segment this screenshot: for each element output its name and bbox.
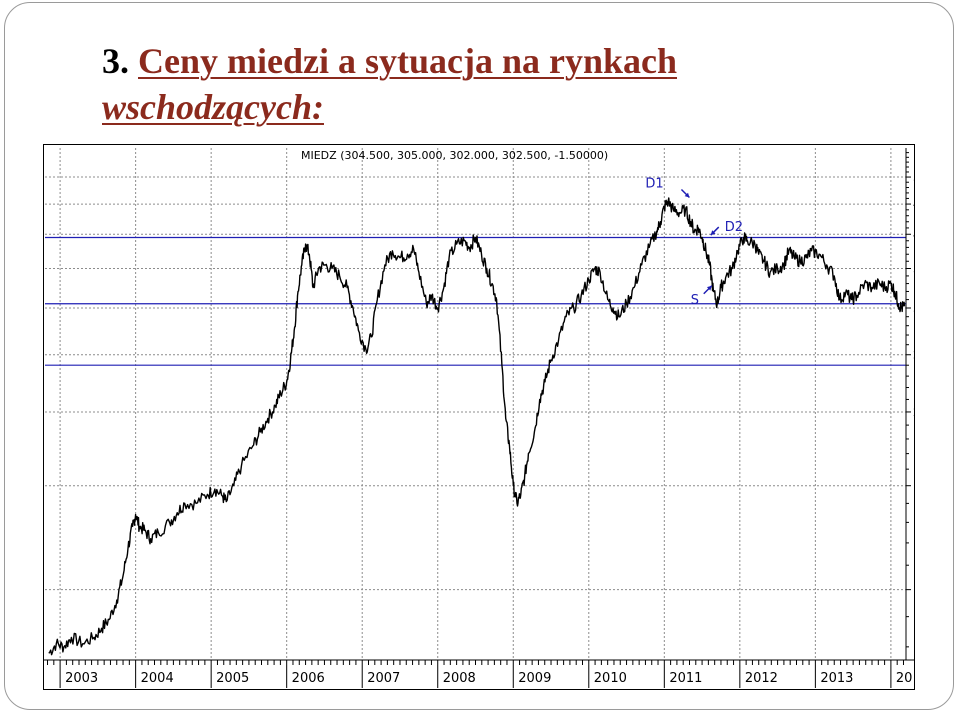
y-tick-label: 350 (913, 262, 915, 275)
x-tick-label: 2013 (820, 671, 853, 686)
x-tick-label: 2011 (669, 671, 702, 686)
chart-title: MIEDZ (304.500, 305.000, 302.000, 302.50… (301, 149, 608, 162)
y-tick-label: 400 (913, 228, 915, 241)
title-line-1: Ceny miedzi a sytuacja na rynkach (138, 41, 677, 81)
annotation-d1-label: D1 (645, 177, 663, 192)
x-tick-label: 20 (896, 671, 913, 686)
y-tick-label: 150 (913, 480, 915, 493)
x-tick-label: 2003 (65, 671, 98, 686)
y-tick-label: 200 (913, 406, 915, 419)
annotation-s-label: S (691, 293, 699, 308)
x-tick-label: 2007 (367, 671, 400, 686)
price-series-line (48, 197, 906, 656)
annotation-d2-label: D2 (725, 220, 743, 235)
x-tick-label: 2010 (594, 671, 627, 686)
y-tick-label: 100 (913, 584, 915, 597)
x-tick-label: 2008 (443, 671, 476, 686)
y-tick-label: 300 (913, 302, 915, 315)
x-tick-label: 2005 (216, 671, 249, 686)
y-tick-label: 500 (913, 171, 915, 184)
title-number: 3. (102, 41, 129, 81)
x-tick-label: 2012 (745, 671, 778, 686)
title-line-2: wschodzących: (102, 87, 324, 127)
chart-border (43, 144, 915, 690)
annotation-s-arrow-head (706, 285, 712, 291)
x-tick-label: 2004 (141, 671, 174, 686)
copper-price-chart: 100 150 200 250 300 350 400 450 500 2003 2004 2005 2… (43, 144, 915, 690)
annotation-d1-arrow-head (684, 192, 690, 198)
slide-title: 3. Ceny miedzi a sytuacja na rynkach wsc… (102, 38, 677, 130)
annotation-d2-arrow-head (710, 230, 716, 236)
x-tick-label: 2009 (518, 671, 551, 686)
y-tick-label: 450 (913, 198, 915, 211)
x-tick-label: 2006 (292, 671, 325, 686)
y-tick-label: 250 (913, 349, 915, 362)
